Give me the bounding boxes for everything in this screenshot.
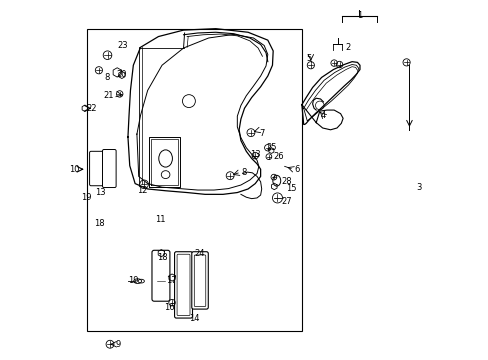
Text: 28: 28 <box>281 177 291 186</box>
Text: 6: 6 <box>294 165 300 174</box>
Text: 8: 8 <box>104 73 110 82</box>
Text: 27: 27 <box>281 197 291 206</box>
Text: 26: 26 <box>273 152 283 161</box>
Text: 25: 25 <box>265 143 276 152</box>
Text: 23: 23 <box>117 41 128 50</box>
FancyBboxPatch shape <box>177 254 190 316</box>
Text: 22: 22 <box>86 104 97 113</box>
Text: 10: 10 <box>69 165 79 174</box>
Text: 8: 8 <box>241 168 246 177</box>
FancyBboxPatch shape <box>152 250 169 301</box>
Text: 20: 20 <box>116 70 127 79</box>
Text: 13: 13 <box>95 188 105 197</box>
Text: 19: 19 <box>81 193 91 202</box>
Text: 14: 14 <box>189 314 199 323</box>
Text: 13: 13 <box>249 150 260 159</box>
Text: 17: 17 <box>165 276 176 285</box>
Text: 2: 2 <box>345 43 350 52</box>
Text: 18: 18 <box>157 253 168 262</box>
Text: 15: 15 <box>285 184 296 193</box>
Text: 7: 7 <box>258 129 264 138</box>
Bar <box>86 30 301 330</box>
Text: 1: 1 <box>356 10 361 19</box>
Text: 21: 21 <box>103 91 114 100</box>
FancyBboxPatch shape <box>102 149 116 188</box>
FancyBboxPatch shape <box>89 151 103 186</box>
Text: 16: 16 <box>163 303 174 312</box>
Text: 12: 12 <box>137 186 147 195</box>
Text: 11: 11 <box>155 215 165 224</box>
Text: 9: 9 <box>115 341 121 350</box>
Text: 24: 24 <box>194 249 204 258</box>
Text: 5: 5 <box>306 54 311 63</box>
FancyBboxPatch shape <box>194 255 205 307</box>
FancyBboxPatch shape <box>174 252 192 318</box>
FancyBboxPatch shape <box>191 252 208 309</box>
Text: 18: 18 <box>94 219 104 228</box>
Text: 19: 19 <box>128 276 138 285</box>
Text: 3: 3 <box>416 183 421 192</box>
Text: 4: 4 <box>320 111 325 120</box>
